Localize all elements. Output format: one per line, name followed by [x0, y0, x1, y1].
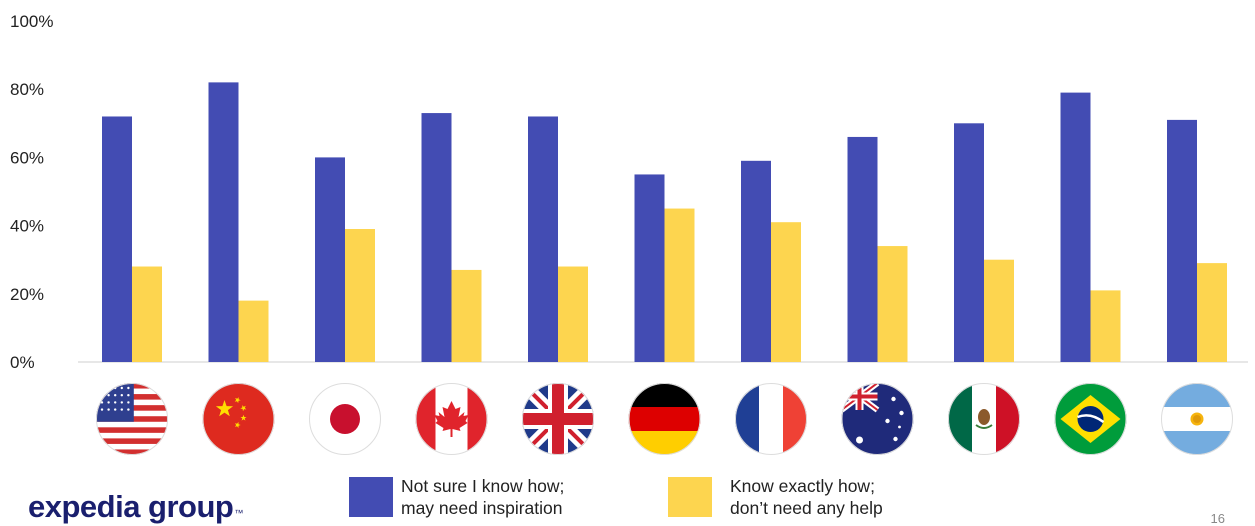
bars — [102, 82, 1227, 363]
uk-flag-icon — [522, 383, 594, 455]
flag-border — [735, 383, 807, 455]
flag-border — [628, 383, 701, 455]
bar-no-help-3 — [451, 269, 482, 362]
country-flags — [96, 383, 1233, 455]
y-axis-ticks: 0% 20% 40% 60% 80% 100% — [10, 12, 53, 372]
logo-trademark: ™ — [234, 508, 243, 518]
australia-flag-icon — [841, 383, 914, 455]
legend-swatch-no-help — [668, 477, 712, 517]
bar-inspiration-1 — [208, 82, 239, 362]
flag-border — [415, 383, 488, 455]
flag-border — [1054, 383, 1127, 455]
logo-text: expedia group — [28, 489, 234, 524]
bar-no-help-0 — [132, 266, 162, 362]
bar-no-help-9 — [1090, 290, 1121, 362]
bar-no-help-4 — [558, 266, 588, 362]
legend-swatch-inspiration — [349, 477, 393, 517]
flag-border — [841, 383, 914, 455]
expedia-group-logo: expedia group™ — [28, 491, 243, 523]
bar-no-help-1 — [238, 300, 269, 362]
flag-border — [1161, 383, 1233, 455]
bar-no-help-6 — [771, 222, 801, 362]
flag-border — [96, 383, 168, 455]
flag-border — [948, 383, 1020, 455]
legend-label-inspiration-line2: may need inspiration — [401, 498, 563, 518]
bar-inspiration-8 — [954, 123, 984, 362]
bar-inspiration-10 — [1167, 119, 1197, 362]
mexico-flag-icon — [948, 383, 1020, 455]
bar-inspiration-6 — [741, 160, 771, 362]
y-tick-label: 0% — [10, 353, 35, 372]
y-tick-label: 40% — [10, 217, 44, 236]
bar-inspiration-5 — [634, 174, 665, 362]
brazil-flag-icon — [1054, 383, 1127, 455]
legend-label-no-help-line1: Know exactly how; — [730, 476, 875, 496]
bar-inspiration-0 — [102, 116, 132, 362]
japan-flag-icon — [309, 383, 381, 455]
page-number: 16 — [1210, 511, 1225, 526]
y-tick-label: 100% — [10, 12, 53, 31]
bar-inspiration-7 — [847, 136, 878, 362]
legend-label-no-help-line2: don’t need any help — [730, 498, 883, 518]
legend-label-inspiration: Not sure I know how; may need inspiratio… — [401, 475, 564, 519]
bar-no-help-10 — [1197, 263, 1227, 362]
y-tick-label: 60% — [10, 148, 44, 167]
y-tick-label: 20% — [10, 285, 44, 304]
bar-inspiration-4 — [528, 116, 558, 362]
bar-no-help-8 — [984, 259, 1014, 362]
legend-label-no-help: Know exactly how; don’t need any help — [730, 475, 883, 519]
us-flag-icon — [96, 383, 168, 455]
y-tick-label: 80% — [10, 80, 44, 99]
bar-inspiration-3 — [421, 113, 452, 362]
bar-inspiration-2 — [315, 157, 345, 362]
flag-border — [309, 383, 381, 455]
flag-border — [202, 383, 275, 455]
flag-border — [522, 383, 594, 455]
legend-label-inspiration-line1: Not sure I know how; — [401, 476, 565, 496]
bar-inspiration-9 — [1060, 92, 1091, 363]
bar-chart: 0% 20% 40% 60% 80% 100% — [10, 12, 1248, 455]
bar-no-help-5 — [664, 208, 695, 362]
bar-no-help-2 — [345, 229, 375, 362]
bar-no-help-7 — [877, 246, 908, 362]
china-flag-icon — [202, 383, 275, 455]
